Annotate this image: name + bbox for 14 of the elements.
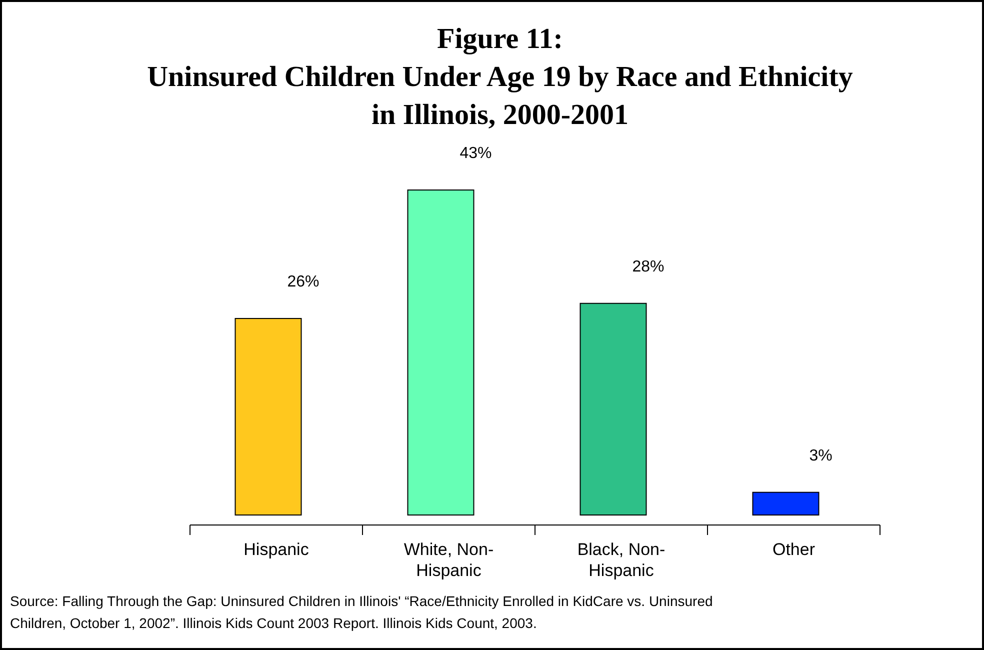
x-tick-label: Black, Non-Hispanic: [577, 540, 666, 580]
x-tick-label: Other: [772, 540, 816, 559]
bar: [580, 302, 647, 516]
x-tick-label: Hispanic: [244, 540, 310, 559]
bar: [234, 318, 302, 516]
data-label: 26%: [287, 273, 320, 290]
bar: [407, 190, 474, 516]
x-tick-label: White, Non-Hispanic: [404, 540, 494, 580]
chart-title: Figure 11: Uninsured Children Under Age 19 by Race and Ethnicity in Illinois, 2000-2001: [147, 23, 854, 131]
source-note: Source: Falling Through the Gap: Uninsured Children in Illinois' “Race/Ethnicity Enrolled in KidCare vs. Uninsured Children, October 1, 2002”. Illinois Kids Count 2003 Report. Illinois Kids Count, 2003.: [10, 593, 713, 631]
data-label: 3%: [809, 447, 832, 464]
bar: [752, 492, 820, 516]
data-label: 28%: [632, 258, 664, 276]
data-label: 43%: [460, 145, 492, 162]
